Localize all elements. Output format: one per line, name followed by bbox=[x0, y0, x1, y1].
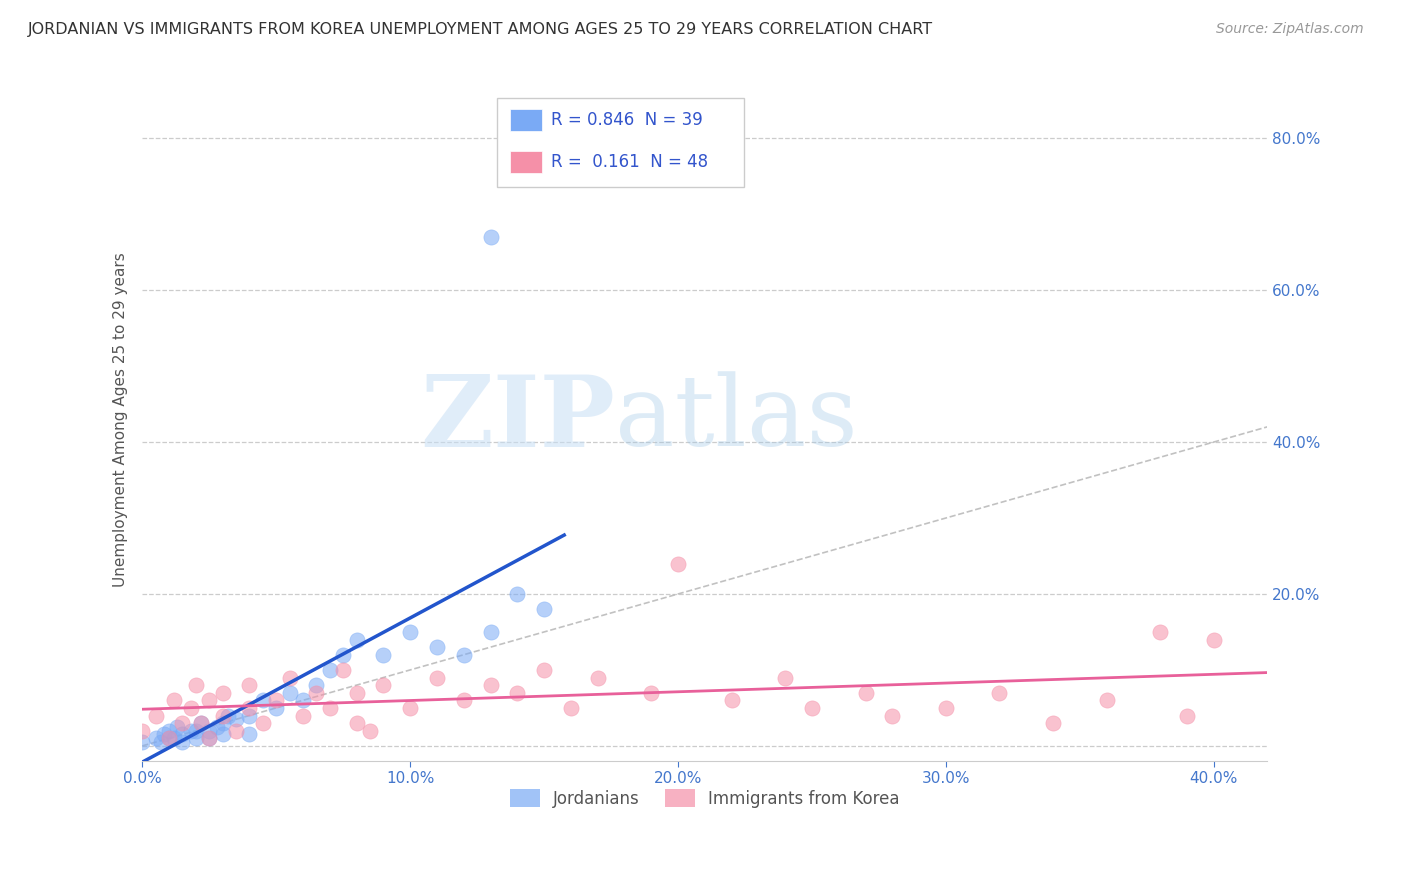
Point bbox=[278, 671, 301, 685]
Point bbox=[533, 602, 555, 616]
Point bbox=[1042, 716, 1064, 731]
Point bbox=[211, 727, 233, 741]
Point bbox=[346, 686, 368, 700]
Point bbox=[373, 678, 395, 692]
Point bbox=[252, 716, 274, 731]
Point bbox=[1202, 632, 1225, 647]
Text: Source: ZipAtlas.com: Source: ZipAtlas.com bbox=[1216, 22, 1364, 37]
FancyBboxPatch shape bbox=[510, 109, 541, 131]
Point bbox=[332, 663, 354, 677]
Point bbox=[506, 686, 529, 700]
FancyBboxPatch shape bbox=[510, 152, 541, 173]
Point bbox=[207, 720, 229, 734]
Point bbox=[150, 735, 173, 749]
Point bbox=[935, 701, 957, 715]
Point bbox=[560, 701, 582, 715]
Point bbox=[225, 723, 247, 738]
Point bbox=[172, 727, 194, 741]
Point bbox=[211, 686, 233, 700]
Point bbox=[198, 731, 221, 746]
Point bbox=[988, 686, 1011, 700]
Point bbox=[292, 708, 315, 723]
Point bbox=[666, 557, 689, 571]
Text: R = 0.846  N = 39: R = 0.846 N = 39 bbox=[551, 111, 703, 128]
Point bbox=[1175, 708, 1198, 723]
Text: ZIP: ZIP bbox=[420, 371, 614, 467]
FancyBboxPatch shape bbox=[496, 98, 744, 186]
Point bbox=[238, 678, 260, 692]
Point bbox=[305, 678, 328, 692]
Point bbox=[190, 716, 212, 731]
Point bbox=[225, 712, 247, 726]
Point bbox=[184, 731, 207, 746]
Point bbox=[1149, 624, 1171, 639]
Point bbox=[180, 701, 202, 715]
Text: R =  0.161  N = 48: R = 0.161 N = 48 bbox=[551, 153, 707, 171]
Point bbox=[1095, 693, 1118, 707]
Point bbox=[453, 693, 475, 707]
Point bbox=[882, 708, 904, 723]
Point bbox=[373, 648, 395, 662]
Point bbox=[346, 632, 368, 647]
Point bbox=[166, 720, 188, 734]
Point bbox=[479, 624, 502, 639]
Point bbox=[305, 686, 328, 700]
Point bbox=[506, 587, 529, 601]
Point bbox=[533, 663, 555, 677]
Point bbox=[145, 731, 167, 746]
Point bbox=[479, 678, 502, 692]
Point bbox=[211, 708, 233, 723]
Point bbox=[346, 716, 368, 731]
Point bbox=[180, 723, 202, 738]
Point bbox=[801, 701, 824, 715]
Point bbox=[773, 671, 796, 685]
Point bbox=[586, 671, 609, 685]
Point bbox=[157, 731, 180, 746]
Point bbox=[319, 663, 342, 677]
Point bbox=[238, 701, 260, 715]
Point bbox=[157, 723, 180, 738]
Point bbox=[399, 624, 422, 639]
Point bbox=[198, 731, 221, 746]
Point bbox=[720, 693, 742, 707]
Point bbox=[426, 671, 449, 685]
Point bbox=[426, 640, 449, 654]
Point bbox=[163, 693, 186, 707]
Point bbox=[145, 708, 167, 723]
Y-axis label: Unemployment Among Ages 25 to 29 years: Unemployment Among Ages 25 to 29 years bbox=[114, 252, 128, 587]
Point bbox=[359, 723, 381, 738]
Point bbox=[238, 727, 260, 741]
Point bbox=[131, 735, 153, 749]
Point bbox=[479, 230, 502, 244]
Point bbox=[198, 723, 221, 738]
Point bbox=[399, 701, 422, 715]
Point bbox=[252, 693, 274, 707]
Point bbox=[292, 693, 315, 707]
Text: atlas: atlas bbox=[614, 371, 858, 467]
Point bbox=[640, 686, 662, 700]
Point bbox=[152, 727, 174, 741]
Legend: Jordanians, Immigrants from Korea: Jordanians, Immigrants from Korea bbox=[503, 783, 907, 814]
Point bbox=[184, 723, 207, 738]
Point bbox=[184, 678, 207, 692]
Point bbox=[319, 701, 342, 715]
Point bbox=[190, 716, 212, 731]
Point bbox=[211, 716, 233, 731]
Point bbox=[264, 701, 287, 715]
Point bbox=[131, 723, 153, 738]
Point bbox=[855, 686, 877, 700]
Point bbox=[332, 648, 354, 662]
Point bbox=[172, 716, 194, 731]
Point bbox=[198, 693, 221, 707]
Point bbox=[453, 648, 475, 662]
Point bbox=[163, 731, 186, 746]
Point bbox=[157, 731, 180, 746]
Point bbox=[217, 708, 239, 723]
Point bbox=[172, 735, 194, 749]
Point bbox=[238, 708, 260, 723]
Point bbox=[264, 693, 287, 707]
Point bbox=[278, 686, 301, 700]
Text: JORDANIAN VS IMMIGRANTS FROM KOREA UNEMPLOYMENT AMONG AGES 25 TO 29 YEARS CORREL: JORDANIAN VS IMMIGRANTS FROM KOREA UNEMP… bbox=[28, 22, 934, 37]
